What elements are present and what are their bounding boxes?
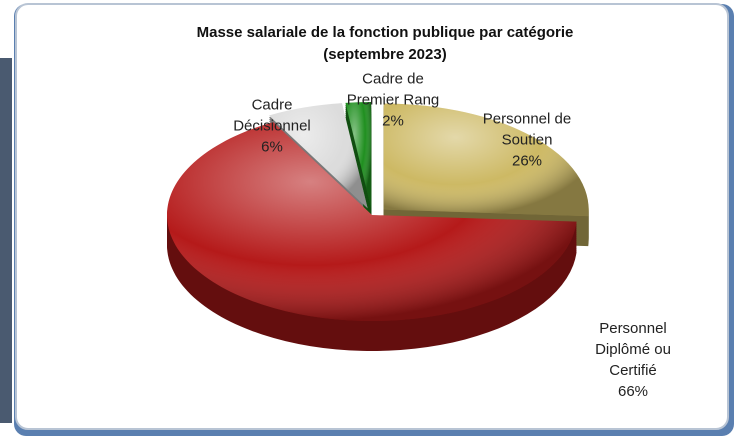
value-label: 26% xyxy=(511,152,543,170)
slice-shade xyxy=(268,103,368,209)
slice-label: Cadre Décisionnel 6% xyxy=(222,95,322,158)
value-label: 66% xyxy=(617,383,649,400)
value-label: 2% xyxy=(382,112,404,130)
side-strip xyxy=(0,58,12,423)
slice-shade xyxy=(166,122,577,322)
pie xyxy=(166,102,589,352)
category-label: Personnel Diplômé ou Certifié xyxy=(595,320,671,379)
category-label: Cadre Décisionnel xyxy=(233,96,311,135)
slice-label: Personnel Diplômé ou Certifié 66% xyxy=(578,318,688,402)
category-label: Personnel de Soutien xyxy=(482,110,572,149)
slice-label: Personnel de Soutien 26% xyxy=(462,109,592,172)
chart-subtitle: (septembre 2023) xyxy=(323,46,447,63)
value-label: 6% xyxy=(261,138,283,156)
chart-title: Masse salariale de la fonction publique … xyxy=(196,24,574,41)
slice-label: Cadre de Premier Rang 2% xyxy=(338,69,448,132)
category-label: Cadre de Premier Rang xyxy=(346,70,440,109)
slice-shade xyxy=(383,103,589,217)
slice-shade xyxy=(345,102,372,209)
